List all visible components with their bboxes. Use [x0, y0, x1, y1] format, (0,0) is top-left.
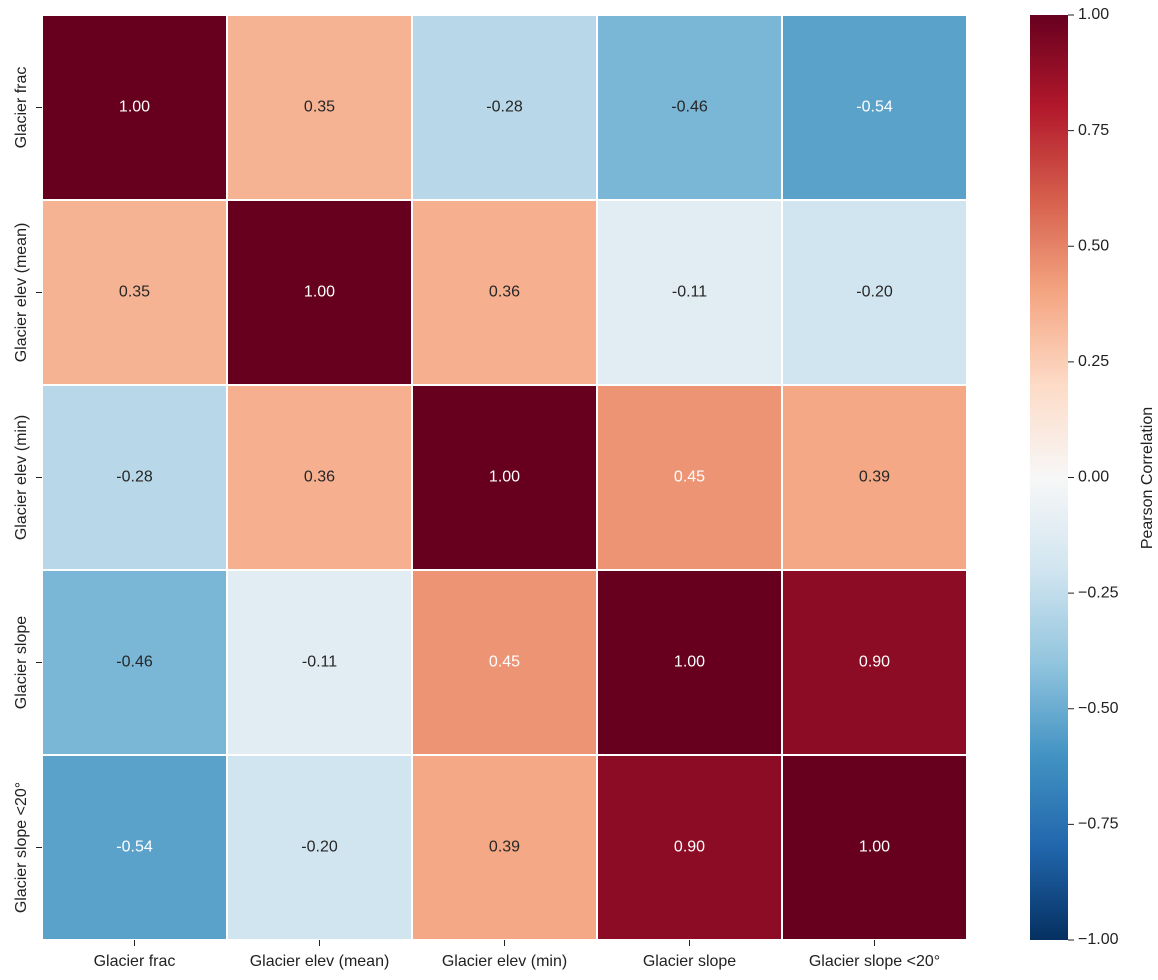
x-tick-label: Glacier slope <20°: [809, 953, 940, 970]
y-tick-label: Glacier elev (min): [13, 415, 30, 540]
heatmap-cell: [41, 14, 228, 201]
heatmap-cell: [596, 569, 783, 756]
heatmap-cell: [411, 569, 598, 756]
y-tick-label: Glacier slope: [13, 616, 30, 709]
heatmap-cell: [226, 754, 413, 941]
cell-value-label: 0.90: [674, 839, 705, 856]
x-tick-label: Glacier frac: [94, 953, 176, 970]
cell-value-label: 0.36: [489, 284, 520, 301]
cell-value-label: -0.28: [116, 469, 153, 486]
colorbar-tick-label: −0.75: [1078, 816, 1119, 833]
heatmap-cell: [411, 384, 598, 571]
colorbar-tick-label: −0.50: [1078, 700, 1119, 717]
heatmap-cell: [596, 14, 783, 201]
x-tick-label: Glacier slope: [643, 953, 736, 970]
cell-value-label: 0.39: [489, 839, 520, 856]
cell-value-label: 1.00: [489, 469, 520, 486]
y-tick-label: Glacier elev (mean): [13, 223, 30, 363]
cell-value-label: 0.36: [304, 469, 335, 486]
colorbar-tick-label: 0.75: [1078, 122, 1109, 139]
cell-value-label: -0.46: [116, 654, 153, 671]
y-tick-label: Glacier frac: [13, 67, 30, 149]
heatmap-cell: [781, 384, 968, 571]
cell-value-label: -0.11: [302, 654, 337, 671]
heatmap-cell: [226, 569, 413, 756]
cell-value-label: 0.35: [304, 99, 335, 116]
colorbar-tick-label: 0.00: [1078, 469, 1109, 486]
x-tick-label: Glacier elev (mean): [250, 953, 390, 970]
colorbar-label: Pearson Correlation: [1139, 407, 1156, 549]
y-tick-label: Glacier slope <20°: [13, 782, 30, 913]
cell-value-label: -0.20: [301, 839, 338, 856]
heatmap-cell: [781, 569, 968, 756]
heatmap-cell: [596, 384, 783, 571]
cell-value-label: -0.54: [856, 99, 893, 116]
colorbar-tick-label: 0.25: [1078, 353, 1109, 370]
cell-value-label: -0.54: [116, 839, 153, 856]
colorbar-tick-label: 1.00: [1078, 6, 1109, 23]
heatmap-cell: [411, 199, 598, 386]
cell-value-label: -0.20: [856, 284, 893, 301]
heatmap-cell: [226, 384, 413, 571]
colorbar-tick-label: −0.25: [1078, 584, 1119, 601]
cell-value-label: 0.35: [119, 284, 150, 301]
cell-value-label: -0.46: [671, 99, 708, 116]
x-tick-label: Glacier elev (min): [442, 953, 567, 970]
cell-value-label: 0.90: [859, 654, 890, 671]
colorbar-tick-label: −1.00: [1078, 931, 1119, 948]
colorbar-tick-label: 0.50: [1078, 237, 1109, 254]
heatmap-cell: [41, 199, 228, 386]
colorbar: [1030, 15, 1068, 940]
cell-value-label: 1.00: [674, 654, 705, 671]
cell-value-label: 0.45: [674, 469, 705, 486]
cell-value-label: -0.11: [672, 284, 707, 301]
cell-value-label: -0.28: [486, 99, 523, 116]
heatmap-cell: [226, 14, 413, 201]
cell-value-label: 0.45: [489, 654, 520, 671]
cell-value-label: 0.39: [859, 469, 890, 486]
heatmap-cell: [781, 754, 968, 941]
cell-value-label: 1.00: [119, 99, 150, 116]
heatmap-cell: [411, 754, 598, 941]
heatmap-cell: [41, 754, 228, 941]
heatmap-cell: [411, 14, 598, 201]
cell-value-label: 1.00: [304, 284, 335, 301]
heatmap-cell: [781, 14, 968, 201]
cell-value-label: 1.00: [859, 839, 890, 856]
heatmap-cell: [781, 199, 968, 386]
